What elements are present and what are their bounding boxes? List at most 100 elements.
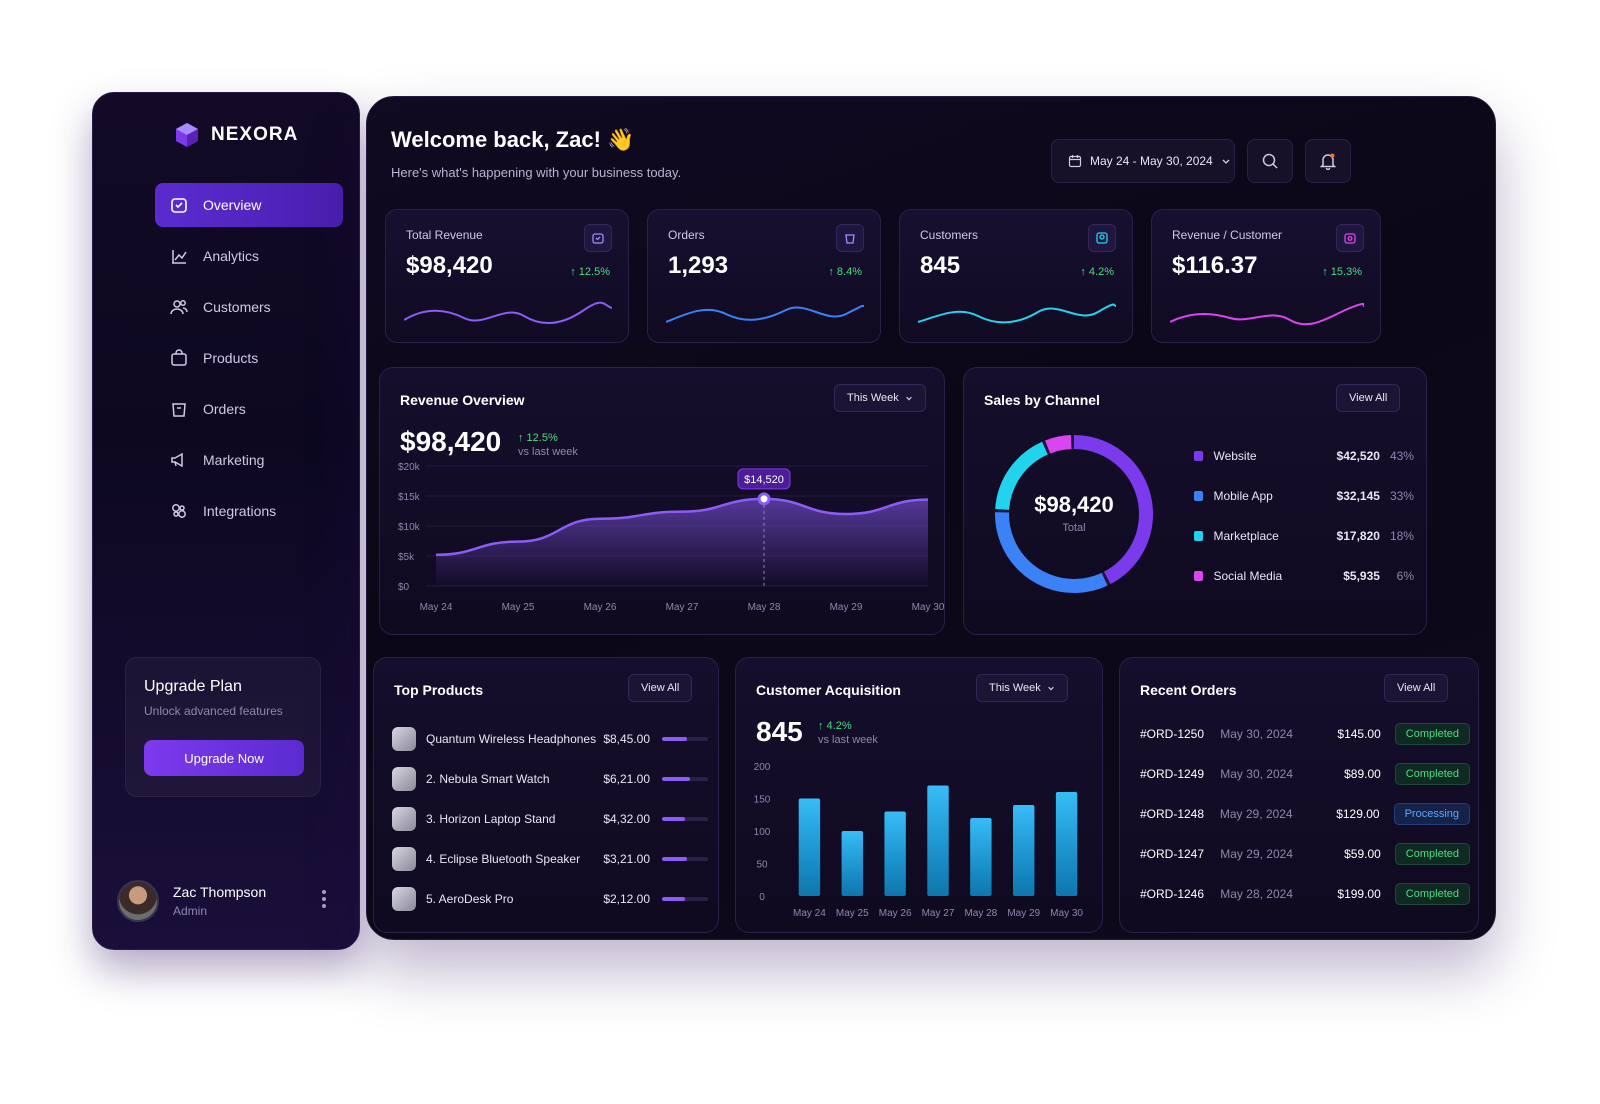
avatar [117, 880, 159, 922]
table-row[interactable]: #ORD-1249 May 30, 2024 $89.00 Completed [1140, 760, 1470, 788]
customers-icon [170, 300, 188, 315]
sidebar-item-label: Marketing [203, 452, 265, 468]
top-products-panel: Top Products View All Quantum Wireless H… [373, 657, 719, 933]
order-date: May 30, 2024 [1220, 767, 1293, 781]
sidebar-item-marketing[interactable]: Marketing [155, 438, 343, 482]
calendar-icon [1068, 155, 1082, 168]
sidebar-item-label: Integrations [203, 503, 277, 519]
product-name: Quantum Wireless Headphones [426, 732, 597, 746]
stat-card-customers[interactable]: Customers 845 ↑ 4.2% [899, 209, 1133, 343]
chevron-down-icon [905, 396, 912, 401]
sidebar-item-products[interactable]: Products [155, 336, 343, 380]
product-share-fill [662, 737, 688, 741]
view-all-channels-button[interactable]: View All [1336, 384, 1401, 412]
more-vertical-icon[interactable] [321, 889, 327, 909]
channel-value: $42,520 [1336, 449, 1380, 463]
bar-may-29 [1013, 805, 1035, 896]
list-item[interactable]: 4. Eclipse Bluetooth Speaker $3,21.00 [392, 844, 708, 874]
stat-label: Total Revenue [406, 228, 483, 242]
x-tick-label: May 26 [584, 602, 617, 613]
donut-slice-website [995, 435, 1153, 593]
sidebar-item-label: Products [203, 350, 259, 366]
notifications-button[interactable] [1305, 139, 1351, 183]
channel-pct: 33% [1389, 489, 1414, 503]
x-tick-label: May 24 [793, 908, 826, 919]
y-tick-label: $10k [398, 522, 421, 533]
stat-label: Revenue / Customer [1172, 228, 1283, 242]
page-subtitle: Here's what's happening with your busine… [391, 165, 682, 180]
stat-change: ↑ 8.4% [828, 266, 862, 278]
table-row[interactable]: #ORD-1246 May 28, 2024 $199.00 Completed [1140, 880, 1470, 908]
bar-may-27 [927, 785, 949, 896]
product-price: $4,32.00 [603, 812, 651, 826]
view-all-products-button[interactable]: View All [628, 674, 693, 702]
legend-swatch [1194, 531, 1204, 541]
chevron-down-icon [1222, 159, 1230, 164]
stat-card-orders[interactable]: Orders 1,293 ↑ 8.4% [647, 209, 881, 343]
product-name: 2. Nebula Smart Watch [426, 772, 550, 786]
x-tick-label: May 28 [964, 908, 997, 919]
megaphone-icon [171, 452, 183, 468]
date-range-picker[interactable]: May 24 - May 30, 2024 [1051, 139, 1235, 183]
donut-center-value: $98,420 [1034, 492, 1114, 517]
user-profile[interactable]: Zac Thompson Admin [117, 871, 327, 931]
sidebar-item-analytics[interactable]: Analytics [155, 234, 343, 278]
table-row[interactable]: #ORD-1248 May 29, 2024 $129.00 Processin… [1140, 800, 1470, 828]
sidebar-item-integrations[interactable]: Integrations [155, 489, 343, 533]
product-name: 3. Horizon Laptop Stand [426, 812, 556, 826]
x-tick-label: May 30 [1050, 908, 1083, 919]
range-select[interactable]: This Week [834, 384, 926, 412]
table-row[interactable]: #ORD-1247 May 29, 2024 $59.00 Completed [1140, 840, 1470, 868]
list-item[interactable]: 5. AeroDesk Pro $2,12.00 [392, 884, 708, 914]
button-label: View All [1397, 682, 1436, 694]
tooltip-label: $14,520 [744, 474, 784, 486]
product-name: 5. AeroDesk Pro [426, 892, 514, 906]
channel-pct: 18% [1389, 529, 1414, 543]
upgrade-now-button[interactable]: Upgrade Now [144, 740, 304, 776]
search-button[interactable] [1247, 139, 1293, 183]
y-tick-label: $0 [398, 582, 410, 593]
sales-by-channel-panel: Sales by Channel View All $98,420 Total … [963, 367, 1427, 635]
recent-orders-panel: Recent Orders View All #ORD-1250 May 30,… [1119, 657, 1479, 933]
view-all-orders-button[interactable]: View All [1384, 674, 1449, 702]
y-tick-label: 100 [754, 827, 771, 838]
revenue-overview-panel: Revenue Overview This Week $98,420 ↑ 12.… [379, 367, 945, 635]
sidebar-item-orders[interactable]: Orders [155, 387, 343, 431]
list-item[interactable]: 2. Nebula Smart Watch $6,21.00 [392, 764, 708, 794]
list-item[interactable]: Quantum Wireless Headphones $8,45.00 [392, 724, 708, 754]
acquisition-change: ↑ 4.2% [818, 720, 852, 732]
list-item[interactable]: 3. Horizon Laptop Stand $4,32.00 [392, 804, 708, 834]
acquisition-change-sub: vs last week [818, 734, 878, 746]
legend-swatch [1194, 451, 1204, 461]
main-content: Welcome back, Zac! 👋 Here's what's happe… [366, 96, 1496, 940]
x-tick-label: May 27 [666, 602, 699, 613]
page-title: Welcome back, Zac! 👋 [391, 127, 635, 152]
sidebar-item-overview[interactable]: Overview [155, 183, 343, 227]
acquisition-value: 845 [756, 716, 803, 747]
product-thumbnail [392, 807, 416, 831]
button-label: View All [1349, 392, 1388, 404]
range-select[interactable]: This Week [976, 674, 1068, 702]
table-row[interactable]: #ORD-1250 May 30, 2024 $145.00 Completed [1140, 720, 1470, 748]
stat-card-total-revenue[interactable]: Total Revenue $98,420 ↑ 12.5% [385, 209, 629, 343]
channel-legend-row: Marketplace $17,820 18% [1194, 526, 1414, 546]
product-share-bar [662, 737, 708, 741]
customers-icon [1088, 224, 1116, 252]
stat-value: $116.37 [1172, 252, 1258, 279]
customer-acquisition-panel: Customer Acquisition This Week 845 ↑ 4.2… [735, 657, 1103, 933]
channel-pct: 43% [1389, 449, 1414, 463]
logo[interactable]: NEXORA [173, 121, 298, 149]
donut-slice-mobile-app [995, 435, 1153, 593]
product-price: $3,21.00 [603, 852, 651, 866]
order-date: May 30, 2024 [1220, 727, 1293, 741]
product-share-fill [662, 817, 685, 821]
product-price: $8,45.00 [603, 732, 651, 746]
sidebar-item-customers[interactable]: Customers [155, 285, 343, 329]
order-id: #ORD-1247 [1140, 847, 1205, 861]
sparkline-revenue-per-customer [1170, 302, 1364, 326]
channel-legend-row: Website $42,520 43% [1194, 446, 1414, 466]
channel-legend-row: Social Media $5,935 6% [1194, 566, 1414, 586]
panel-title: Top Products [394, 682, 484, 698]
stat-card-revenue-per-customer[interactable]: Revenue / Customer $116.37 ↑ 15.3% [1151, 209, 1381, 343]
